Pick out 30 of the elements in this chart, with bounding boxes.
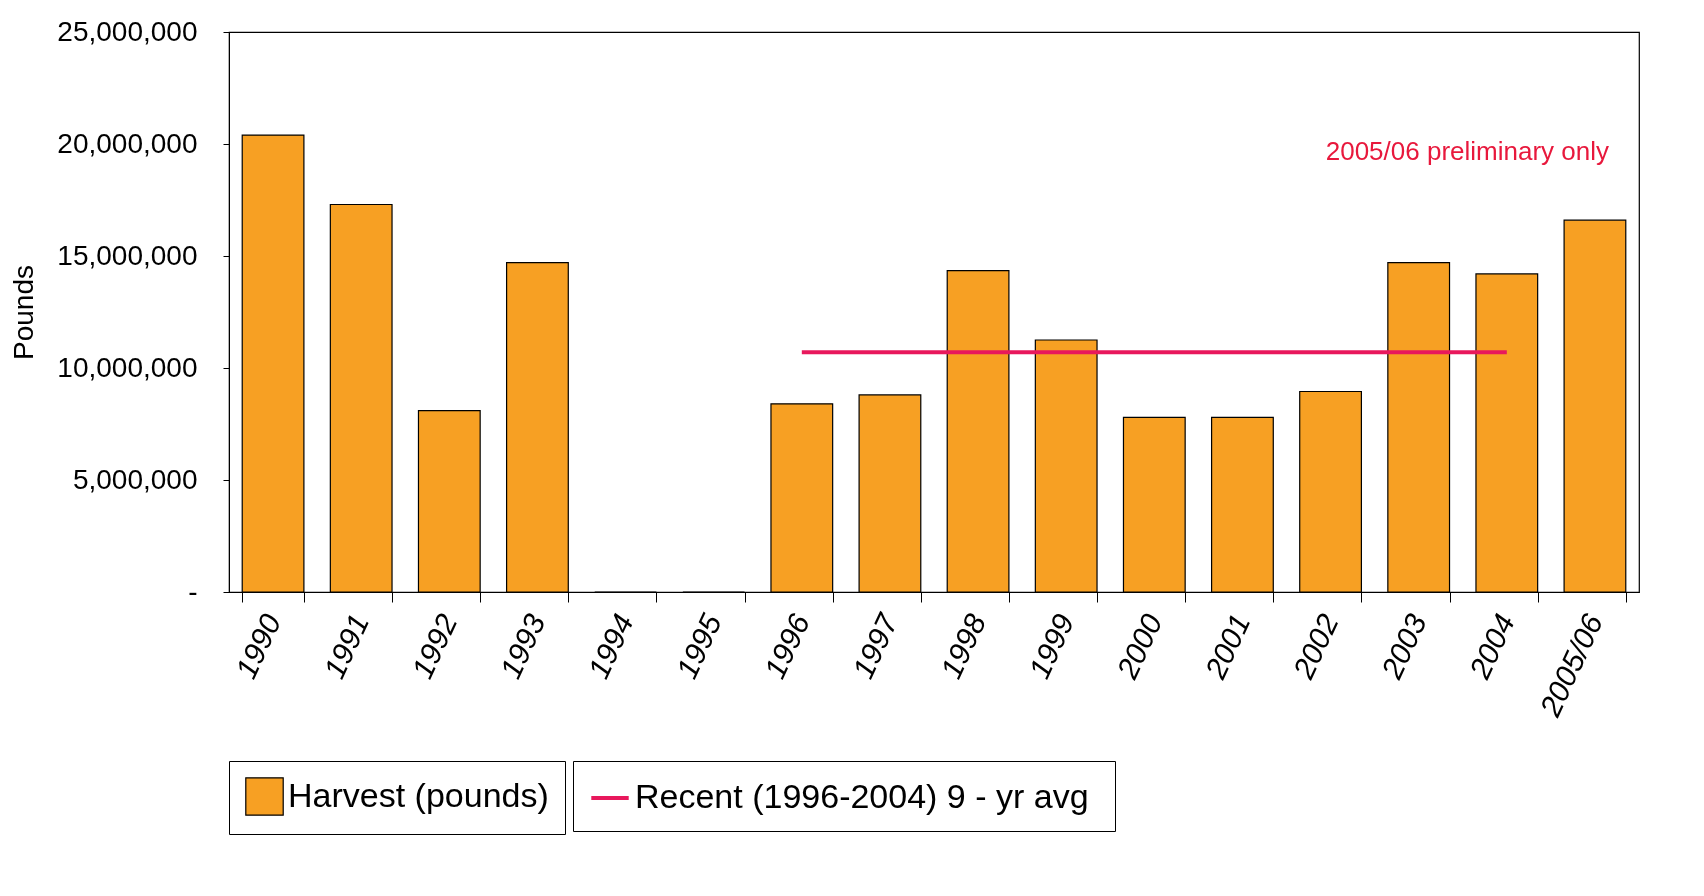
x-tick-label: 1993 (493, 608, 552, 684)
x-tick-label: 1992 (405, 608, 464, 684)
bar (770, 403, 834, 593)
annotation: 2005/06 preliminary only (1325, 136, 1609, 166)
legend-label: Harvest (pounds) (288, 775, 549, 814)
y-tick-label: - (188, 575, 198, 607)
x-tick-label: 1997 (845, 607, 905, 684)
bar (1563, 219, 1627, 593)
x-tick-label: 1996 (757, 608, 817, 684)
x-tick-label: 2000 (1109, 608, 1169, 685)
y-tick-label: 10,000,000 (57, 351, 198, 383)
y-axis-title: Pounds (8, 265, 40, 360)
x-tick-label: 1990 (229, 608, 288, 684)
x-tick-label: 1998 (934, 608, 993, 684)
x-tick-label: 1994 (581, 608, 640, 684)
y-tick-label: 5,000,000 (72, 463, 198, 495)
x-tick-label: 2001 (1197, 608, 1257, 685)
x-tick-label: 1991 (317, 608, 376, 684)
x-tick-label: 1999 (1022, 608, 1081, 684)
bar (1475, 273, 1539, 593)
bar (858, 394, 922, 593)
x-tick-label: 2002 (1286, 608, 1345, 685)
y-tick-label: 20,000,000 (57, 127, 198, 159)
x-tick-label: 2004 (1462, 608, 1521, 685)
bar (1387, 262, 1451, 593)
x-tick-label: 2003 (1374, 608, 1433, 685)
x-tick-label: 1995 (669, 608, 728, 684)
y-tick-label: 15,000,000 (57, 239, 198, 271)
legend-label: Recent (1996-2004) 9 - yr avg (635, 777, 1089, 815)
y-tick-label: 25,000,000 (57, 15, 198, 47)
